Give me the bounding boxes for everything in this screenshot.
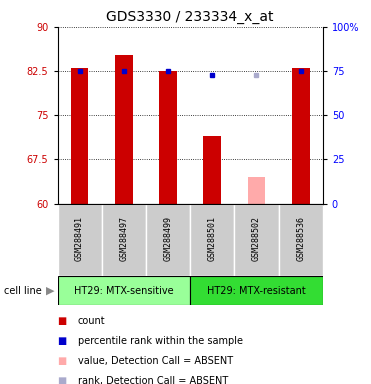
- Bar: [58, 276, 190, 305]
- Text: percentile rank within the sample: percentile rank within the sample: [78, 336, 243, 346]
- FancyBboxPatch shape: [190, 204, 234, 276]
- Text: cell line: cell line: [4, 286, 42, 296]
- Text: GSM288497: GSM288497: [119, 216, 128, 261]
- FancyBboxPatch shape: [58, 204, 102, 276]
- Text: rank, Detection Call = ABSENT: rank, Detection Call = ABSENT: [78, 376, 228, 384]
- FancyBboxPatch shape: [279, 204, 323, 276]
- Bar: [71, 68, 88, 204]
- Bar: [115, 55, 133, 204]
- Text: GSM288499: GSM288499: [164, 216, 173, 261]
- FancyBboxPatch shape: [146, 204, 190, 276]
- Text: ■: ■: [58, 316, 67, 326]
- Title: GDS3330 / 233334_x_at: GDS3330 / 233334_x_at: [106, 10, 274, 25]
- Bar: [203, 136, 221, 204]
- Text: ■: ■: [58, 356, 67, 366]
- Text: GSM288501: GSM288501: [208, 216, 217, 261]
- Bar: [292, 68, 309, 204]
- Text: count: count: [78, 316, 105, 326]
- Text: ▶: ▶: [46, 286, 55, 296]
- Text: ■: ■: [58, 336, 67, 346]
- Text: GSM288491: GSM288491: [75, 216, 84, 261]
- Text: HT29: MTX-sensitive: HT29: MTX-sensitive: [74, 286, 174, 296]
- FancyBboxPatch shape: [234, 204, 279, 276]
- Text: GSM288536: GSM288536: [296, 216, 305, 261]
- FancyBboxPatch shape: [102, 204, 146, 276]
- Text: ■: ■: [58, 376, 67, 384]
- Bar: [190, 276, 323, 305]
- Text: GSM288502: GSM288502: [252, 216, 261, 261]
- Bar: [159, 71, 177, 204]
- Bar: [247, 177, 265, 204]
- Text: HT29: MTX-resistant: HT29: MTX-resistant: [207, 286, 306, 296]
- Text: value, Detection Call = ABSENT: value, Detection Call = ABSENT: [78, 356, 233, 366]
